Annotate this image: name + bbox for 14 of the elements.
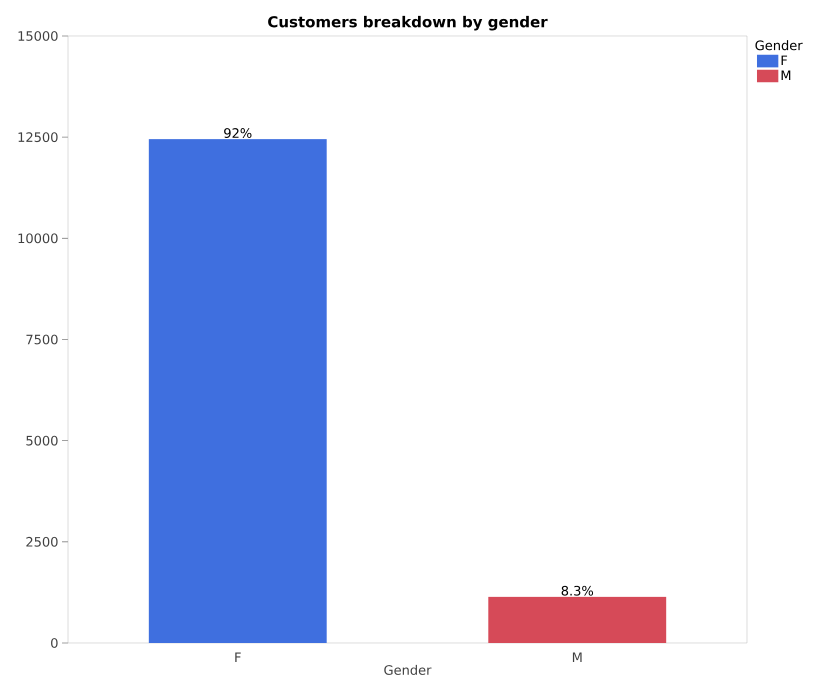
legend-label: M — [782, 70, 790, 80]
y-tick-label: 12500 — [18, 132, 58, 142]
legend-label: F — [782, 56, 788, 66]
y-tick-label: 5000 — [26, 436, 58, 446]
chart-title: Customers breakdown by gender — [268, 16, 548, 30]
annotation: 92% — [224, 128, 252, 138]
y-tick-label: 10000 — [18, 233, 58, 244]
x-axis-title: Gender — [384, 664, 432, 675]
legend-title: Gender — [755, 40, 803, 50]
y-tick-label: 2500 — [26, 536, 58, 547]
annotation: 8.3% — [562, 586, 594, 596]
y-tick-label: 7500 — [26, 334, 58, 344]
y-tick-label: 0 — [51, 638, 58, 648]
y-tick-label: 15000 — [18, 31, 58, 41]
